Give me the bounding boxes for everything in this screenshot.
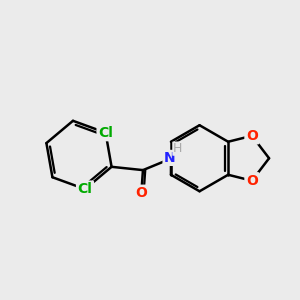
Text: O: O <box>246 174 258 188</box>
Text: O: O <box>246 129 258 143</box>
Text: O: O <box>135 186 147 200</box>
Text: H: H <box>173 142 182 155</box>
Text: Cl: Cl <box>98 126 113 140</box>
Text: Cl: Cl <box>78 182 92 196</box>
Text: N: N <box>164 151 175 165</box>
